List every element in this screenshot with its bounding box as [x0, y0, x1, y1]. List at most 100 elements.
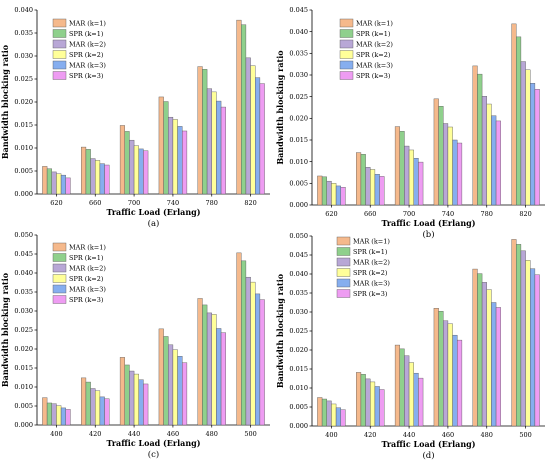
y-tick-label: 0.020 [289, 115, 308, 123]
bar [326, 180, 332, 206]
bar [245, 276, 251, 426]
legend-label: MAR (k=1) [69, 20, 106, 28]
bar [60, 174, 66, 195]
bar [51, 171, 57, 195]
bar [99, 396, 105, 426]
panel-label: (a) [148, 218, 160, 229]
x-tick-label: 820 [519, 210, 531, 218]
legend: MAR (k=1) SPR (k=1) MAR (k=2) SPR (k=2) MAR … [336, 236, 390, 298]
bar [168, 344, 174, 426]
legend-label: MAR (k=3) [356, 62, 393, 70]
y-tick-label: 0.000 [14, 421, 33, 429]
bar [457, 339, 463, 427]
bar [374, 174, 380, 206]
bar [418, 377, 424, 427]
bar [95, 390, 101, 426]
bar [486, 289, 492, 427]
bar [241, 24, 247, 195]
bar [516, 36, 522, 206]
bar [255, 77, 261, 195]
y-tick-label: 0.000 [14, 190, 33, 198]
legend-label: MAR (k=1) [353, 238, 390, 246]
legend-swatch [339, 50, 354, 59]
bar [331, 403, 337, 427]
bar [477, 73, 483, 206]
x-tick-label: 700 [128, 199, 140, 207]
bar [216, 100, 222, 195]
x-tick-label: 420 [364, 431, 376, 439]
legend-label: SPR (k=1) [353, 248, 388, 256]
bar [46, 402, 52, 426]
y-tick-label: 0.030 [14, 52, 33, 60]
bar [335, 185, 341, 206]
bar [250, 281, 256, 426]
bar [119, 125, 125, 195]
bar [321, 398, 327, 427]
panel-label: (b) [422, 229, 434, 240]
bar [172, 119, 178, 195]
bar [56, 173, 62, 195]
x-tick-label: 660 [364, 210, 376, 218]
y-tick-label: 0.020 [14, 98, 33, 106]
y-tick-label: 0.040 [14, 6, 33, 14]
bar [481, 96, 487, 206]
bar [399, 131, 405, 206]
legend-swatch [336, 247, 351, 256]
bar [317, 175, 323, 206]
bar [481, 282, 487, 427]
y-tick-label: 0.015 [289, 365, 308, 373]
bar [133, 145, 139, 195]
bar [365, 167, 371, 206]
bar [433, 98, 439, 206]
legend-swatch [339, 18, 354, 28]
bar [90, 388, 96, 426]
bar [433, 308, 439, 427]
y-tick-label: 0.020 [289, 346, 308, 354]
bar [65, 409, 71, 426]
y-tick-label: 0.035 [289, 50, 308, 58]
bar [438, 105, 444, 206]
legend-swatch [52, 284, 67, 294]
bar [356, 372, 362, 427]
bar [486, 103, 492, 206]
y-tick-label: 0.040 [289, 28, 308, 36]
bar [530, 268, 536, 427]
y-tick-label: 0.025 [14, 75, 33, 83]
bar [60, 407, 66, 426]
bar [525, 69, 531, 206]
y-axis-title: Bandwidth blocking ratio [0, 44, 10, 159]
bar [404, 145, 410, 206]
x-tick-label: 660 [89, 199, 101, 207]
x-tick-label: 500 [519, 431, 531, 439]
y-tick-label: 0.035 [14, 29, 33, 37]
bar [250, 65, 256, 195]
x-tick-label: 620 [325, 210, 337, 218]
chart-panel-2: 0.000 0.005 0.010 0.015 0.020 0.025 0.030 0.035… [275, 6, 545, 240]
bar [245, 57, 251, 195]
legend-swatch [52, 274, 67, 283]
legend-swatch [339, 39, 354, 49]
bar [85, 149, 91, 195]
bar [259, 83, 265, 195]
bar [365, 378, 371, 427]
bar [335, 407, 341, 427]
bar [143, 383, 149, 426]
chart-panel-1: 0.000 0.005 0.010 0.015 0.020 0.025 0.030 0.035… [0, 6, 270, 229]
y-tick-label: 0.045 [289, 251, 308, 259]
bar [516, 244, 522, 427]
bar [85, 381, 91, 426]
legend-swatch [339, 71, 354, 80]
bar [321, 176, 327, 206]
bar [379, 176, 385, 206]
bar [438, 311, 444, 427]
y-tick-label: 0.025 [289, 93, 308, 101]
bar [356, 152, 362, 206]
x-tick-label: 780 [481, 210, 493, 218]
y-tick-label: 0.015 [14, 364, 33, 372]
legend: MAR (k=1) SPR (k=1) MAR (k=2) SPR (k=2) MAR … [52, 18, 106, 80]
legend-label: SPR (k=2) [356, 51, 391, 59]
bar [42, 397, 48, 426]
y-tick-label: 0.005 [289, 403, 308, 411]
legend: MAR (k=1) SPR (k=1) MAR (k=2) SPR (k=2) MAR … [52, 242, 106, 304]
bar [104, 398, 110, 426]
